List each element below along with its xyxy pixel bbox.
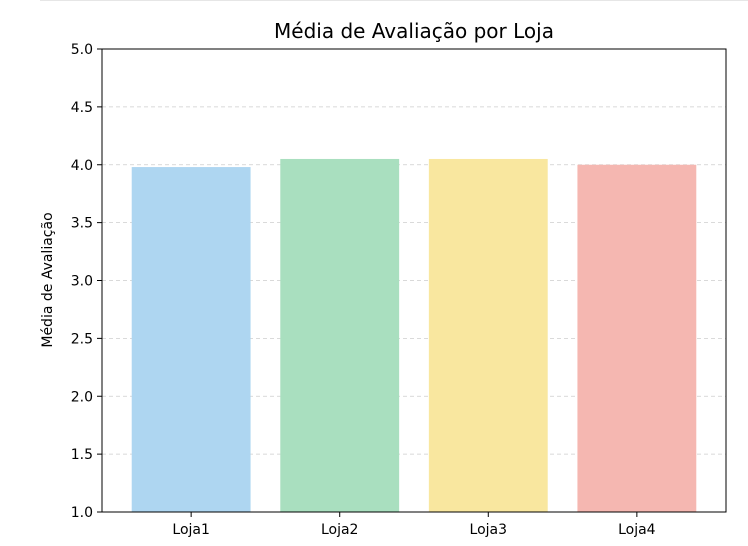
y-tick-label: 5.0 <box>71 42 93 58</box>
y-ticks: 1.0 1.5 2.0 2.5 3.0 3.5 4.0 4.5 5.0 <box>71 42 102 521</box>
y-tick-label: 3.0 <box>71 274 93 290</box>
bar-loja3 <box>428 158 548 512</box>
x-tick-label: Loja4 <box>618 522 656 538</box>
top-divider <box>40 0 748 1</box>
bar-loja1 <box>131 167 251 512</box>
y-axis-label: Média de Avaliação <box>40 212 56 347</box>
x-tick-label: Loja1 <box>172 522 210 538</box>
bars <box>131 158 697 512</box>
x-tick-label: Loja3 <box>470 522 508 538</box>
x-tick-label: Loja2 <box>321 522 359 538</box>
bar-loja4 <box>577 164 697 512</box>
y-tick-label: 2.5 <box>71 331 93 347</box>
y-tick-label: 4.0 <box>71 158 93 174</box>
y-tick-label: 4.5 <box>71 100 93 116</box>
y-tick-label: 1.5 <box>71 447 93 463</box>
y-tick-label: 3.5 <box>71 216 93 232</box>
bar-loja2 <box>280 158 400 512</box>
y-tick-label: 2.0 <box>71 389 93 405</box>
y-tick-label: 1.0 <box>71 505 93 521</box>
chart-title: Média de Avaliação por Loja <box>274 19 554 43</box>
x-ticks: Loja1 Loja2 Loja3 Loja4 <box>172 512 656 538</box>
